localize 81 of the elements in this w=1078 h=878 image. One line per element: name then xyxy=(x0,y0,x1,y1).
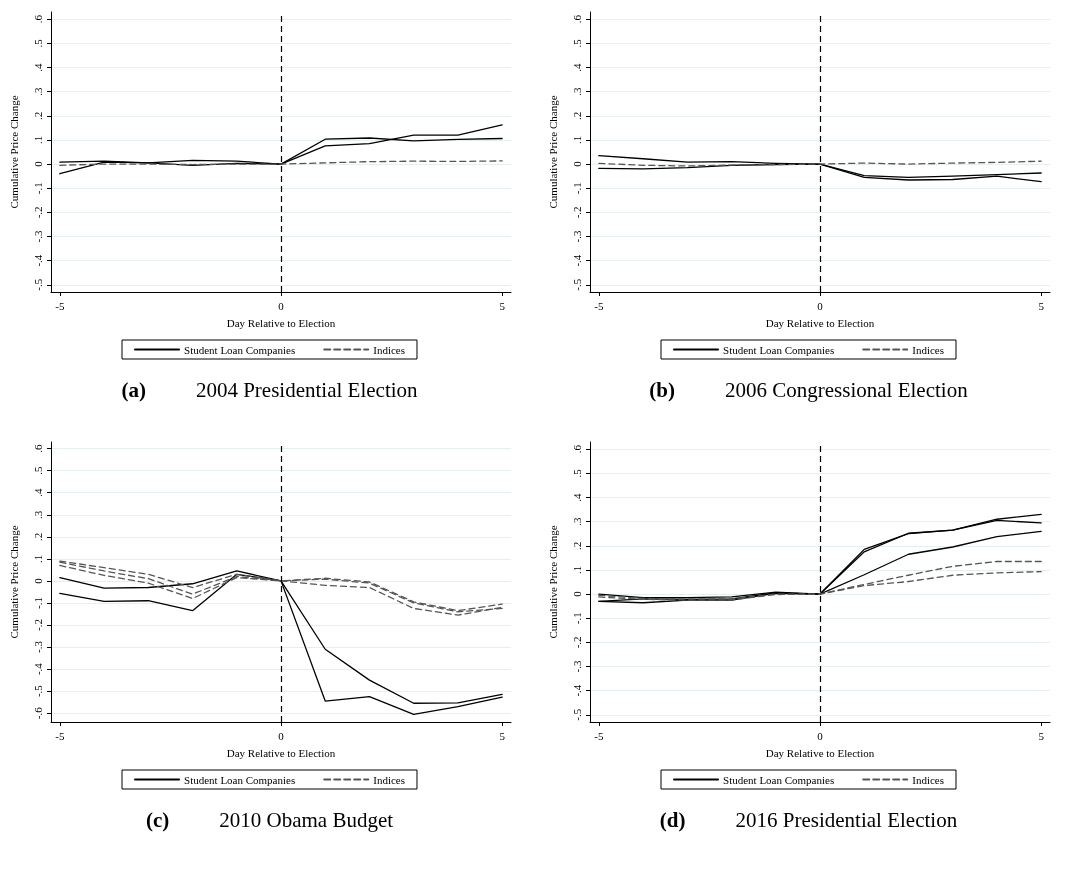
y-tick-label: -.4 xyxy=(570,684,583,697)
y-tick-label: .5 xyxy=(570,38,583,48)
y-axis-title: Cumulative Price Change xyxy=(7,95,20,209)
y-tick-label: -.1 xyxy=(570,182,583,195)
x-tick-label: 5 xyxy=(1038,729,1045,742)
y-axis-title: Cumulative Price Change xyxy=(546,525,559,639)
y-tick-label: .4 xyxy=(31,62,44,72)
y-tick-label: .1 xyxy=(570,565,583,575)
chart-title: (b) 2006 Congressional Election xyxy=(649,377,968,402)
y-tick-label: -.3 xyxy=(570,230,583,243)
y-tick-label: .3 xyxy=(570,517,583,526)
y-tick-label: -.4 xyxy=(31,254,44,267)
y-tick-label: .5 xyxy=(31,38,44,48)
y-tick-label: 0 xyxy=(31,160,44,167)
chart-title: (d) 2016 Presidential Election xyxy=(659,807,958,832)
y-tick-label: .1 xyxy=(31,554,44,563)
y-tick-label: .2 xyxy=(31,111,44,120)
y-tick-label: .5 xyxy=(31,466,44,475)
y-tick-label: .6 xyxy=(570,444,583,454)
x-tick-label: -5 xyxy=(594,729,604,742)
legend-label: Indices xyxy=(373,343,405,356)
y-tick-label: -.5 xyxy=(570,278,583,291)
y-tick-label: .1 xyxy=(570,135,583,145)
x-tick-label: 5 xyxy=(499,299,506,312)
y-tick-label: -.4 xyxy=(31,662,44,676)
y-tick-label: -.2 xyxy=(31,206,44,219)
y-tick-label: -.5 xyxy=(31,278,44,291)
y-tick-label: -.2 xyxy=(570,206,583,219)
y-tick-label: .6 xyxy=(31,443,44,453)
y-tick-label: .5 xyxy=(570,468,583,478)
x-tick-label: 0 xyxy=(278,729,285,742)
legend-label: Indices xyxy=(912,343,944,356)
x-axis-title: Day Relative to Election xyxy=(226,746,336,759)
y-tick-label: 0 xyxy=(31,577,44,584)
y-tick-label: -.3 xyxy=(31,640,44,653)
chart-title: (c) 2010 Obama Budget xyxy=(145,807,394,832)
y-tick-label: -.1 xyxy=(31,182,44,195)
x-tick-label: 5 xyxy=(499,729,506,742)
y-tick-label: .3 xyxy=(31,510,44,519)
y-tick-label: -.2 xyxy=(31,619,44,631)
legend-label: Indices xyxy=(912,773,944,786)
y-tick-label: .6 xyxy=(31,14,44,24)
y-tick-label: -.2 xyxy=(570,636,583,649)
y-tick-label: 0 xyxy=(570,590,583,597)
legend-label: Student Loan Companies xyxy=(184,343,296,356)
y-tick-label: .4 xyxy=(570,492,583,502)
y-tick-label: .2 xyxy=(570,111,583,120)
legend-label: Student Loan Companies xyxy=(184,773,296,786)
y-tick-label: -.1 xyxy=(570,612,583,625)
y-tick-label: -.5 xyxy=(31,684,44,698)
x-tick-label: 0 xyxy=(817,729,824,742)
y-tick-label: .1 xyxy=(31,135,44,145)
x-tick-label: -5 xyxy=(594,299,604,312)
y-tick-label: .3 xyxy=(570,87,583,96)
chart-title: (a) 2004 Presidential Election xyxy=(121,377,418,402)
x-tick-label: -5 xyxy=(55,729,65,742)
y-tick-label: -.4 xyxy=(570,254,583,267)
legend-label: Student Loan Companies xyxy=(723,343,835,356)
x-axis-title: Day Relative to Election xyxy=(765,316,875,329)
y-tick-label: -.1 xyxy=(31,596,44,609)
x-axis-title: Day Relative to Election xyxy=(765,746,875,759)
y-tick-label: .4 xyxy=(570,62,583,72)
y-tick-label: -.3 xyxy=(31,230,44,243)
x-tick-label: 0 xyxy=(817,299,824,312)
y-tick-label: .2 xyxy=(570,541,583,550)
x-axis-title: Day Relative to Election xyxy=(226,316,336,329)
y-tick-label: -.3 xyxy=(570,660,583,673)
y-tick-label: .4 xyxy=(31,488,44,497)
y-tick-label: 0 xyxy=(570,160,583,167)
legend-label: Indices xyxy=(373,773,405,786)
y-tick-label: -.6 xyxy=(31,706,44,720)
y-tick-label: .2 xyxy=(31,532,44,541)
legend-label: Student Loan Companies xyxy=(723,773,835,786)
y-tick-label: -.5 xyxy=(570,708,583,721)
x-tick-label: -5 xyxy=(55,299,65,312)
y-tick-label: .6 xyxy=(570,14,583,24)
y-axis-title: Cumulative Price Change xyxy=(546,95,559,209)
y-tick-label: .3 xyxy=(31,87,44,96)
x-tick-label: 0 xyxy=(278,299,285,312)
y-axis-title: Cumulative Price Change xyxy=(7,525,20,639)
x-tick-label: 5 xyxy=(1038,299,1045,312)
